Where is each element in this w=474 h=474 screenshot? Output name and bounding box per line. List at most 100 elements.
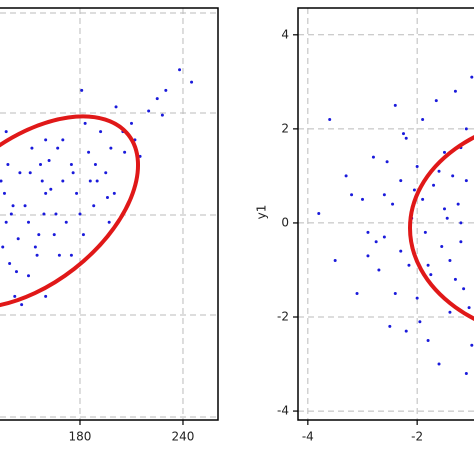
point [114,105,118,109]
point [92,204,96,208]
point [178,68,182,72]
plot-frame [0,7,219,421]
point [0,179,3,183]
point [47,158,51,162]
point [16,237,20,241]
point [23,204,27,208]
point [95,179,99,183]
point [366,230,370,234]
point [462,287,466,291]
point [432,183,436,187]
point [440,244,444,248]
confidence-ellipse [408,135,474,321]
point [123,150,127,154]
point [69,163,73,167]
ellipse-group [0,114,141,310]
point [429,273,433,277]
point [9,212,13,216]
point [56,146,60,150]
point [382,193,386,197]
point [57,253,61,257]
point [401,132,405,136]
point [448,259,452,263]
point [391,202,395,206]
point [83,121,87,125]
point [404,329,408,333]
point [317,212,321,216]
point [104,171,108,175]
x-tick-label: 240 [172,430,195,444]
point [64,220,68,224]
point [453,277,457,281]
point [44,191,48,195]
point [33,245,37,249]
point [13,294,17,298]
x-tick-label: -4 [302,430,314,444]
point [155,97,159,101]
point [75,191,79,195]
point [470,75,474,79]
point [377,268,381,272]
point [42,212,46,216]
y-tick-label: 0 [281,215,289,229]
x-tick-label: -2 [411,430,423,444]
plot-frame [297,7,474,421]
point [105,196,109,200]
point [470,343,474,347]
ellipse-group [408,135,474,321]
point [8,261,12,265]
point [14,270,18,274]
point [88,179,92,183]
point [109,146,113,150]
point [40,179,44,183]
right-panel: -4 -2 -4 -2 0 2 4 y1 [255,8,474,444]
point [107,220,111,224]
point [415,296,419,300]
point [415,164,419,168]
confidence-ellipse [0,114,141,310]
point [434,99,438,103]
point [61,138,65,142]
point [360,197,364,201]
point [393,291,397,295]
point [37,233,41,237]
point [11,204,15,208]
point [448,310,452,314]
y-tick-label: -2 [277,310,289,324]
point [147,109,151,113]
point [80,88,84,92]
point [421,117,425,121]
x-tick-label: 180 [69,430,92,444]
point [459,221,463,225]
y-tick-label: -4 [277,404,289,418]
point [129,121,133,125]
point [451,174,455,178]
point [467,306,471,310]
point [35,253,39,257]
point [26,274,30,278]
point [49,187,53,191]
point [456,202,460,206]
point [412,188,416,192]
point [355,291,359,295]
point [350,193,354,197]
point [78,212,82,216]
point [87,150,91,154]
point [20,303,24,307]
point [344,174,348,178]
point [52,233,56,237]
point [81,233,85,237]
point [437,169,441,173]
point [464,179,468,183]
point [190,80,194,84]
point [6,163,10,167]
point [26,220,30,224]
point [54,212,58,216]
point [464,127,468,131]
point [399,249,403,253]
point [333,259,337,263]
point [39,163,43,167]
point [371,155,375,159]
point [426,263,430,267]
